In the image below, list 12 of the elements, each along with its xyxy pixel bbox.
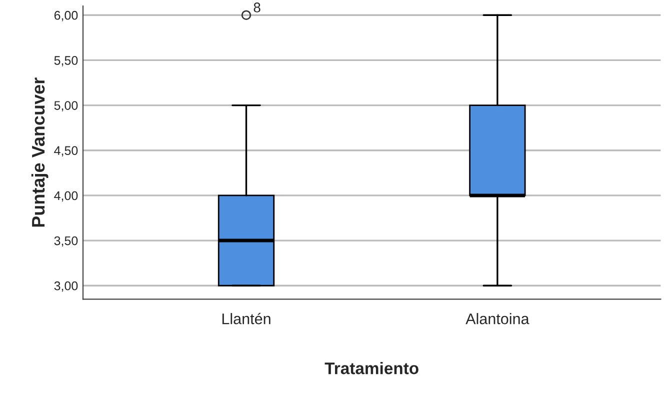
y-axis-title: Puntaje Vancuver (31, 78, 48, 227)
y-tick-label: 3,50 (54, 236, 78, 247)
x-tick-label: Llantén (222, 312, 270, 324)
y-tick-label: 4,00 (54, 191, 78, 202)
y-tick-label: 5,50 (54, 56, 78, 66)
x-tick-label: Alantoina (466, 313, 530, 324)
y-tick-label: 4,50 (54, 146, 78, 156)
y-tick-label: 5,00 (54, 101, 78, 112)
y-tick-label: 6,00 (54, 10, 78, 22)
x-axis-title: Tratamiento (324, 362, 418, 374)
y-tick-label: 3,00 (54, 281, 78, 292)
annotation: 8 (254, 2, 260, 12)
